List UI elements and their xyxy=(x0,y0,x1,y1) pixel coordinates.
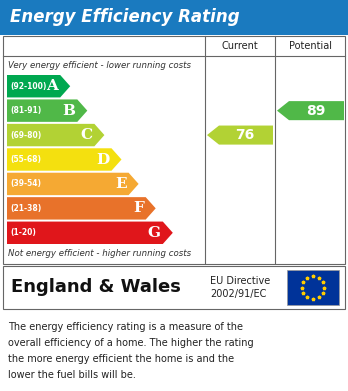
Bar xyxy=(3,266,345,309)
Text: (55-68): (55-68) xyxy=(10,155,41,164)
Text: Not energy efficient - higher running costs: Not energy efficient - higher running co… xyxy=(8,249,191,258)
Text: 76: 76 xyxy=(235,128,255,142)
Text: EU Directive: EU Directive xyxy=(210,276,270,286)
Polygon shape xyxy=(207,126,273,145)
Polygon shape xyxy=(7,148,121,171)
Text: G: G xyxy=(148,226,161,240)
Text: (81-91): (81-91) xyxy=(10,106,41,115)
Polygon shape xyxy=(7,124,104,146)
Polygon shape xyxy=(7,173,139,195)
Bar xyxy=(0,0,348,35)
Text: (69-80): (69-80) xyxy=(10,131,41,140)
Text: overall efficiency of a home. The higher the rating: overall efficiency of a home. The higher… xyxy=(8,338,254,348)
Text: (1-20): (1-20) xyxy=(10,228,36,237)
Text: A: A xyxy=(46,79,58,93)
Text: E: E xyxy=(115,177,127,191)
Text: England & Wales: England & Wales xyxy=(11,278,181,296)
Polygon shape xyxy=(7,222,173,244)
Text: Energy Efficiency Rating: Energy Efficiency Rating xyxy=(10,9,240,27)
Text: Current: Current xyxy=(222,41,258,51)
Text: F: F xyxy=(133,201,144,215)
Text: D: D xyxy=(96,152,110,167)
Text: Very energy efficient - lower running costs: Very energy efficient - lower running co… xyxy=(8,61,191,70)
Polygon shape xyxy=(7,75,70,97)
Polygon shape xyxy=(277,101,344,120)
Bar xyxy=(287,270,339,305)
Text: The energy efficiency rating is a measure of the: The energy efficiency rating is a measur… xyxy=(8,322,243,332)
Text: the more energy efficient the home is and the: the more energy efficient the home is an… xyxy=(8,354,234,364)
Polygon shape xyxy=(7,99,87,122)
Text: (21-38): (21-38) xyxy=(10,204,41,213)
Text: 89: 89 xyxy=(306,104,325,118)
Bar xyxy=(3,36,345,264)
Text: lower the fuel bills will be.: lower the fuel bills will be. xyxy=(8,370,136,380)
Text: 2002/91/EC: 2002/91/EC xyxy=(210,289,266,299)
Text: (92-100): (92-100) xyxy=(10,82,46,91)
Polygon shape xyxy=(7,197,156,220)
Text: Potential: Potential xyxy=(288,41,332,51)
Text: C: C xyxy=(80,128,93,142)
Text: (39-54): (39-54) xyxy=(10,179,41,188)
Text: B: B xyxy=(62,104,75,118)
